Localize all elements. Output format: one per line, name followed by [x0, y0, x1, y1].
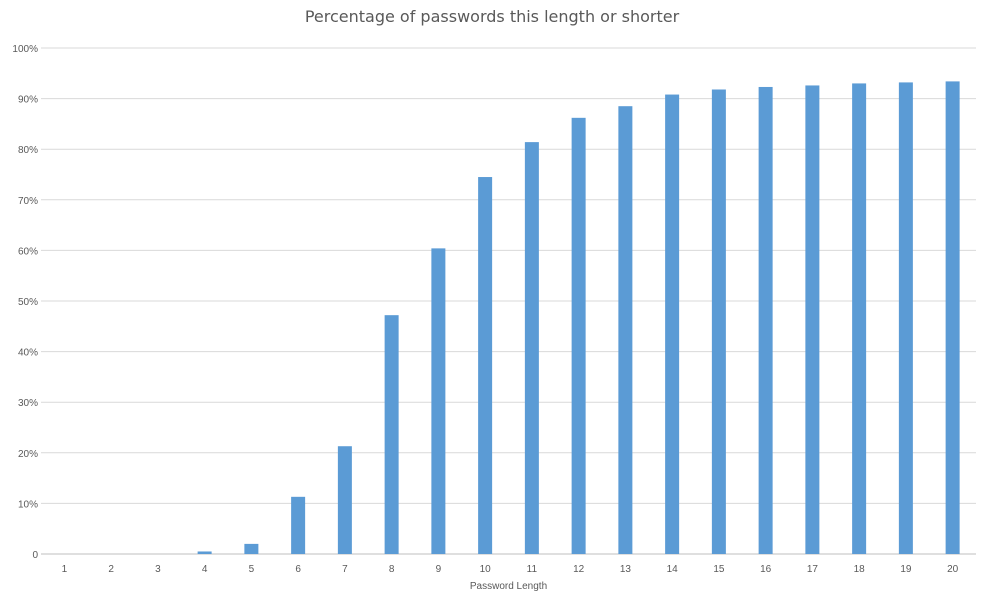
gridlines	[41, 47, 976, 555]
bar	[524, 142, 539, 554]
x-axis-title: Password Length	[470, 581, 547, 592]
x-tick-label: 2	[108, 564, 114, 575]
y-tick-label: 30%	[18, 398, 38, 409]
x-tick-label: 9	[436, 564, 442, 575]
bar	[571, 117, 586, 554]
x-tick-label: 14	[667, 564, 679, 575]
x-tick-label: 3	[155, 564, 161, 575]
bar	[945, 81, 960, 554]
y-tick-label: 10%	[18, 499, 38, 510]
bar	[291, 496, 306, 554]
x-tick-label: 6	[295, 564, 301, 575]
x-tick-label: 20	[947, 564, 959, 575]
x-tick-label: 17	[807, 564, 819, 575]
y-tick-label: 80%	[18, 145, 38, 156]
bars	[197, 81, 960, 555]
y-tick-label: 20%	[18, 449, 38, 460]
bar	[337, 446, 352, 554]
bar	[898, 82, 913, 555]
bar	[618, 106, 633, 554]
bar	[384, 315, 399, 554]
x-tick-label: 1	[62, 564, 68, 575]
y-tick-label: 70%	[18, 196, 38, 207]
y-tick-label: 60%	[18, 246, 38, 257]
x-tick-label: 16	[760, 564, 772, 575]
y-tick-label: 90%	[18, 95, 38, 106]
chart-title: Percentage of passwords this length or s…	[304, 7, 680, 26]
x-tick-label: 18	[854, 564, 866, 575]
bar	[665, 94, 680, 554]
x-tick-label: 12	[573, 564, 585, 575]
bar	[711, 89, 726, 554]
x-tick-label: 4	[202, 564, 208, 575]
x-tick-label: 13	[620, 564, 632, 575]
bar	[852, 83, 867, 555]
x-tick-label: 15	[713, 564, 725, 575]
bar	[244, 543, 259, 554]
y-tick-label: 40%	[18, 348, 38, 359]
x-tick-label: 10	[480, 564, 492, 575]
x-tick-label: 5	[249, 564, 255, 575]
y-tick-labels: 0 10% 20% 30% 40% 50% 60% 70% 80% 90% 100%	[12, 44, 38, 561]
x-tick-label: 11	[527, 564, 538, 575]
bar	[805, 85, 820, 554]
bar	[478, 177, 493, 554]
x-tick-label: 7	[342, 564, 348, 575]
x-tick-label: 19	[900, 564, 912, 575]
y-tick-label: 0	[32, 550, 38, 561]
y-tick-label: 50%	[18, 297, 38, 308]
bar	[431, 248, 446, 554]
y-tick-label: 100%	[12, 44, 38, 55]
bar	[197, 551, 212, 554]
x-tick-labels: 1 2 3 4 5 6 7 8 9 10 11 12 13 14 15 16 17 18 19 20	[62, 564, 959, 575]
x-tick-label: 8	[389, 564, 395, 575]
bar	[758, 86, 773, 554]
